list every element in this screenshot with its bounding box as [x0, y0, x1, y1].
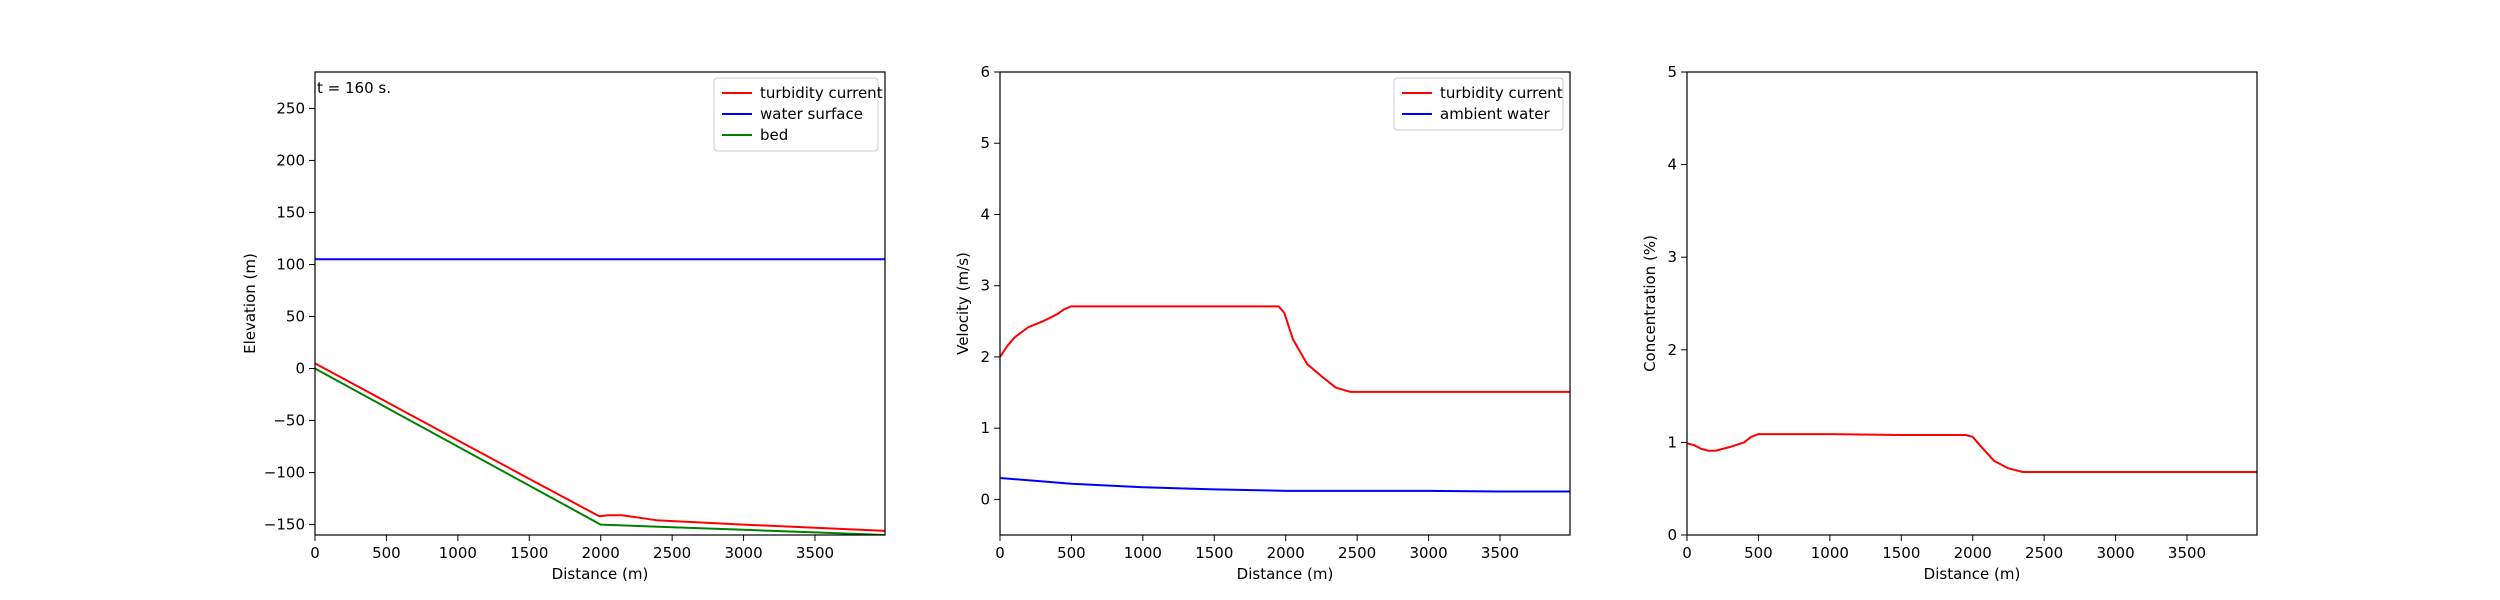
x-tick-label: 1500 — [1882, 544, 1920, 562]
y-tick-label: 3 — [980, 277, 990, 295]
y-tick-label: 2 — [1667, 341, 1677, 359]
bed-line — [315, 367, 885, 535]
y-tick-label: 5 — [1667, 63, 1677, 81]
y-tick-label: 0 — [295, 360, 305, 378]
legend-entry: ambient water — [1440, 105, 1550, 123]
time-annotation: t = 160 s. — [317, 79, 391, 97]
y-tick-label: 200 — [276, 151, 305, 169]
x-tick-label: 2500 — [2025, 544, 2063, 562]
axes-frame — [999, 71, 1571, 536]
x-axis-label: Distance (m) — [1237, 565, 1334, 583]
chart-2: 0 500 1000 1500 2000 2500 3000 3500 0 1 2 3 4 5 6 Dista… — [954, 63, 1571, 583]
x-tick-label: 1000 — [1124, 544, 1162, 562]
y-tick-label: 0 — [980, 490, 990, 508]
legend-entry: turbidity current — [1440, 84, 1563, 102]
y-tick-label: 150 — [276, 203, 305, 221]
x-tick-label: 2000 — [1954, 544, 1992, 562]
plot-area — [315, 258, 885, 535]
x-tick-label: 0 — [1682, 544, 1692, 562]
y-tick-label: 6 — [980, 63, 990, 81]
y-tick-label: 0 — [1667, 526, 1677, 544]
legend-entry: bed — [760, 126, 788, 144]
x-tick-label: 0 — [995, 544, 1005, 562]
ambient-water-line — [1000, 477, 1570, 493]
x-tick-label: 2500 — [1338, 544, 1376, 562]
x-tick-label: 3000 — [2096, 544, 2134, 562]
plot-area — [1000, 305, 1570, 493]
y-tick-label: 1 — [980, 419, 990, 437]
y-axis-label: Concentration (%) — [1641, 235, 1659, 372]
x-tick-label: 1000 — [1811, 544, 1849, 562]
x-tick-label: 2500 — [653, 544, 691, 562]
y-axis-label: Velocity (m/s) — [954, 252, 972, 355]
y-tick-label: −50 — [273, 412, 305, 430]
x-tick-label: 500 — [1744, 544, 1773, 562]
x-tick-label: 1500 — [1195, 544, 1233, 562]
turbidity-current-line — [1000, 305, 1570, 393]
x-axis-label: Distance (m) — [1924, 565, 2021, 583]
chart-1: 0 500 1000 1500 2000 2500 3000 3500 −150 −100 −50 0… — [241, 71, 886, 583]
y-tick-label: 3 — [1667, 248, 1677, 266]
y-tick-label: 4 — [980, 205, 990, 223]
x-tick-label: 2000 — [582, 544, 620, 562]
axes-frame — [314, 71, 886, 536]
axes-frame — [1686, 71, 2258, 536]
plot-area — [1687, 433, 2257, 474]
legend: turbidity current ambient water — [1393, 77, 1564, 131]
y-tick-label: 1 — [1667, 433, 1677, 451]
x-tick-label: 0 — [310, 544, 320, 562]
x-tick-label: 3500 — [796, 544, 834, 562]
x-tick-label: 3000 — [1409, 544, 1447, 562]
y-tick-label: −150 — [264, 516, 305, 534]
legend: turbidity current water surface bed — [713, 77, 883, 152]
y-tick-label: 5 — [980, 134, 990, 152]
chart-3: 0 500 1000 1500 2000 2500 3000 3500 0 1 2 3 4 5 Distan… — [1641, 63, 2258, 583]
legend-entry: water surface — [760, 105, 863, 123]
turbidity-current-line — [315, 362, 885, 532]
legend-box — [1393, 77, 1564, 131]
y-tick-label: 2 — [980, 348, 990, 366]
y-tick-label: 50 — [286, 308, 305, 326]
y-tick-label: −100 — [264, 464, 305, 482]
y-tick-label: 250 — [276, 99, 305, 117]
x-tick-label: 2000 — [1267, 544, 1305, 562]
series-line-1 — [1687, 433, 2257, 474]
x-tick-label: 3500 — [1481, 544, 1519, 562]
y-tick-label: 4 — [1667, 156, 1677, 174]
x-tick-label: 1000 — [439, 544, 477, 562]
legend-entry: turbidity current — [760, 84, 883, 102]
x-tick-label: 500 — [1057, 544, 1086, 562]
y-axis-label: Elevation (m) — [241, 253, 259, 354]
x-tick-label: 3000 — [724, 544, 762, 562]
x-tick-label: 500 — [372, 544, 401, 562]
x-tick-label: 3500 — [2168, 544, 2206, 562]
legend-box — [713, 77, 879, 152]
x-tick-label: 1500 — [510, 544, 548, 562]
y-tick-label: 100 — [276, 255, 305, 273]
x-axis-label: Distance (m) — [552, 565, 649, 583]
